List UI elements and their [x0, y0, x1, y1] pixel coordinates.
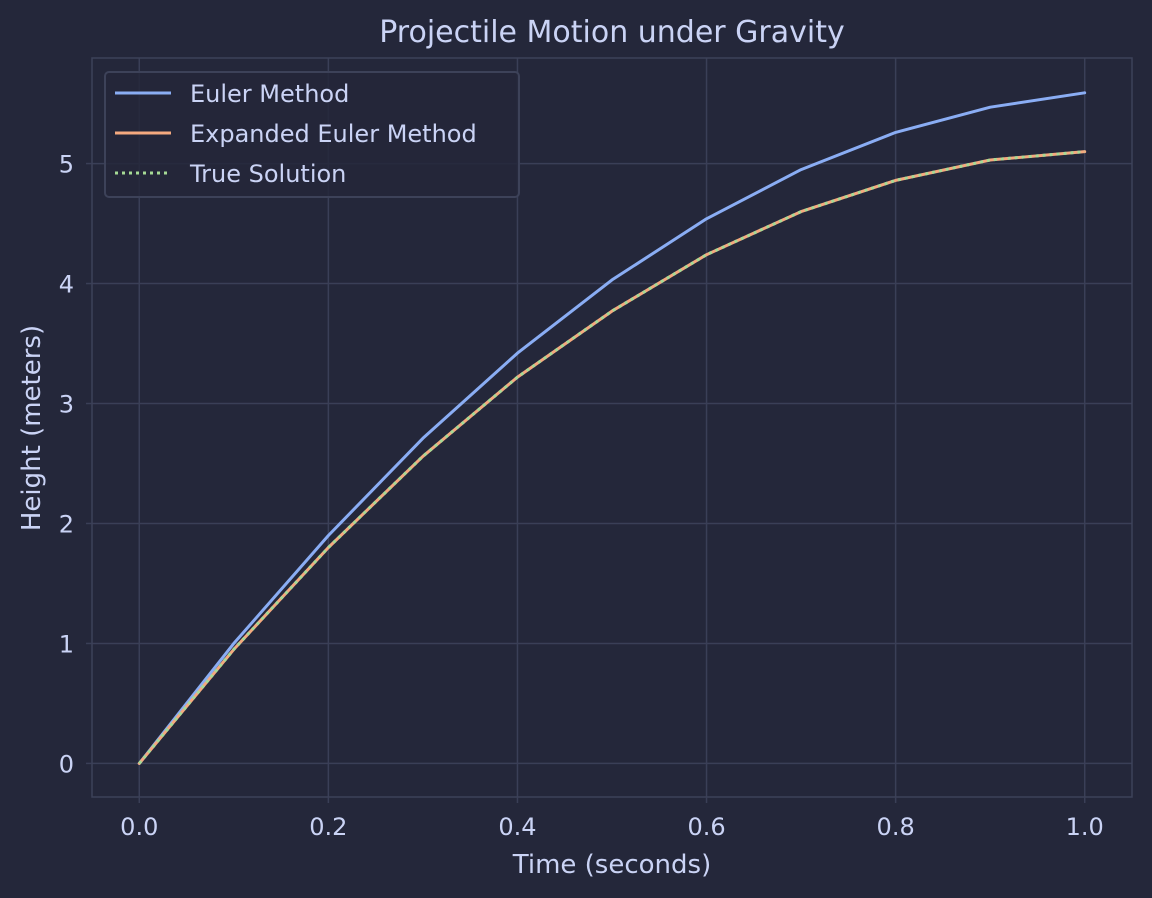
x-tick-label: 0.2 [309, 813, 347, 841]
x-axis-label: Time (seconds) [512, 850, 711, 880]
x-tick-label: 0.6 [687, 813, 725, 841]
series-layer [137, 91, 1087, 765]
x-tick-label: 1.0 [1066, 813, 1104, 841]
legend: Euler Method Expanded Euler Method True So… [104, 71, 520, 198]
x-tick-label: 0.0 [120, 813, 158, 841]
y-tick-label: 4 [59, 271, 74, 299]
legend-label: Euler Method [190, 80, 349, 108]
legend-box [104, 71, 520, 198]
y-tick-label: 0 [59, 750, 74, 778]
legend-label: Expanded Euler Method [190, 120, 477, 148]
x-tick-label: 0.4 [498, 813, 536, 841]
y-tick-label: 2 [59, 510, 74, 538]
chart-title: Projectile Motion under Gravity [379, 15, 845, 50]
series-line-2 [138, 150, 1085, 765]
series-line-0 [137, 91, 1087, 765]
y-axis-label: Height (meters) [17, 325, 47, 531]
x-tick-label: 0.8 [877, 813, 915, 841]
y-tick-label: 1 [59, 630, 74, 658]
legend-label: True Solution [189, 160, 346, 188]
tick-labels: 0.0 0.2 0.4 0.6 0.8 1.0 0 1 2 3 4 5 [59, 151, 1104, 841]
plot-frame [91, 57, 1133, 798]
y-tick-label: 3 [59, 391, 74, 419]
y-tick-label: 5 [59, 151, 74, 179]
